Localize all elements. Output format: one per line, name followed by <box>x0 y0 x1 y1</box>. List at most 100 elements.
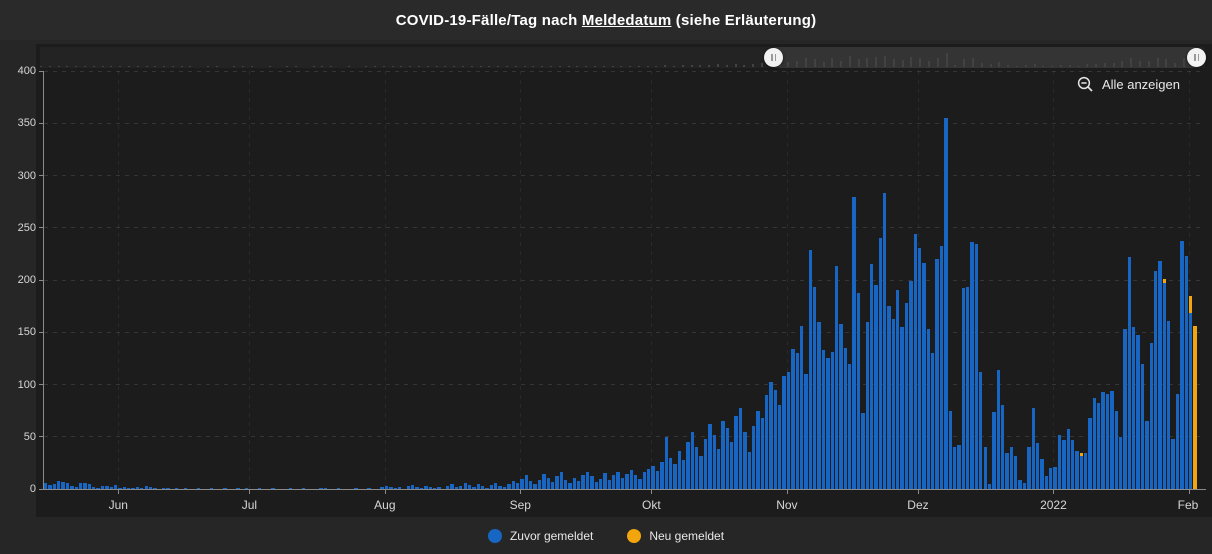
bar-day-151[interactable] <box>703 438 708 489</box>
bar-day-106[interactable] <box>507 483 511 489</box>
bar-day-199[interactable] <box>913 234 917 489</box>
bar-day-80[interactable] <box>393 487 397 489</box>
bar-day-99[interactable] <box>476 483 480 489</box>
bar-day-230[interactable] <box>1049 468 1053 489</box>
bar-day-120[interactable] <box>568 482 572 489</box>
bar-day-116[interactable] <box>550 481 555 489</box>
date-range-slider[interactable] <box>40 47 1207 68</box>
bar-day-86[interactable] <box>419 487 424 489</box>
bar-day-259[interactable] <box>1175 393 1180 489</box>
bar-day-12[interactable] <box>96 487 100 489</box>
bar-day-90[interactable] <box>437 486 441 489</box>
bar-day-240[interactable] <box>1092 398 1097 489</box>
bar-day-180[interactable] <box>830 352 834 489</box>
bar-day-111[interactable] <box>529 480 533 489</box>
bar-day-59[interactable] <box>301 487 306 489</box>
bar-day-64[interactable] <box>323 487 328 489</box>
bar-day-118[interactable] <box>559 472 563 489</box>
bar-day-8[interactable] <box>78 482 83 489</box>
bar-day-109[interactable] <box>520 478 524 489</box>
bar-day-114[interactable] <box>542 474 546 489</box>
bar-day-103[interactable] <box>494 482 498 489</box>
bar-day-173[interactable] <box>799 325 804 489</box>
bar-day-67[interactable] <box>336 487 341 489</box>
bar-day-172[interactable] <box>795 353 799 489</box>
bar-day-155[interactable] <box>721 421 725 489</box>
bar-day-250[interactable] <box>1136 335 1140 489</box>
bar-day-158[interactable] <box>734 415 738 489</box>
bar-day-83[interactable] <box>406 485 411 489</box>
bar-day-119[interactable] <box>564 479 568 489</box>
bar-chart-plot-area[interactable]: 0 50 100 150 200 250 300 350 400 Jun Jul Aug Sep Okt N… <box>18 65 1206 512</box>
bar-day-124[interactable] <box>585 472 590 489</box>
bar-day-204[interactable] <box>935 259 939 489</box>
bar-day-219[interactable] <box>1000 405 1005 489</box>
bar-day-41[interactable] <box>223 487 227 489</box>
bar-day-228[interactable] <box>1040 458 1044 489</box>
bar-day-101[interactable] <box>485 487 489 489</box>
bar-day-203[interactable] <box>931 353 935 489</box>
bar-day-242[interactable] <box>1101 391 1105 489</box>
bar-day-223[interactable] <box>1018 479 1022 489</box>
bar-day-147[interactable] <box>686 441 690 489</box>
bar-day-6[interactable] <box>70 485 74 489</box>
bar-day-126[interactable] <box>594 481 598 489</box>
bar-day-121[interactable] <box>572 477 577 489</box>
bar-day-196[interactable] <box>900 327 904 489</box>
bar-day-166[interactable] <box>769 382 773 489</box>
bar-day-112[interactable] <box>533 483 537 489</box>
bar-day-229[interactable] <box>1044 476 1049 489</box>
bar-day-194[interactable] <box>891 318 896 489</box>
bar-day-23[interactable] <box>144 485 148 489</box>
bar-day-170[interactable] <box>786 371 791 489</box>
bar-day-139[interactable] <box>651 466 655 489</box>
bar-day-220[interactable] <box>1005 453 1009 489</box>
bar-day-159[interactable] <box>738 407 743 489</box>
bar-day-190[interactable] <box>874 285 878 489</box>
bar-day-181[interactable] <box>834 266 839 489</box>
bar-day-133[interactable] <box>625 474 629 489</box>
bar-day-129[interactable] <box>607 479 612 489</box>
slider-left-handle[interactable] <box>764 48 784 67</box>
bar-day-191[interactable] <box>878 238 882 489</box>
bar-day-122[interactable] <box>577 480 581 489</box>
bar-day-145[interactable] <box>677 451 681 489</box>
bar-day-148[interactable] <box>690 431 695 489</box>
bar-day-107[interactable] <box>511 480 515 489</box>
bar-day-238[interactable] <box>1084 453 1088 489</box>
bar-day-16[interactable] <box>113 484 118 489</box>
bar-day-185[interactable] <box>852 197 856 489</box>
bar-day-200[interactable] <box>917 247 922 489</box>
bar-day-98[interactable] <box>472 486 476 489</box>
bar-day-149[interactable] <box>695 447 699 489</box>
bar-day-176[interactable] <box>813 287 817 489</box>
bar-day-138[interactable] <box>647 469 651 489</box>
bar-day-205[interactable] <box>939 245 944 489</box>
bar-day-18[interactable] <box>122 486 127 489</box>
bar-day-218[interactable] <box>996 369 1000 489</box>
bar-day-253[interactable] <box>1149 342 1153 489</box>
bar-day-213[interactable] <box>974 244 979 489</box>
bar-day-1[interactable] <box>48 484 52 489</box>
bar-day-244[interactable] <box>1110 390 1114 489</box>
show-all-button[interactable]: Alle anzeigen <box>1077 74 1180 94</box>
bar-day-202[interactable] <box>926 329 931 489</box>
bar-day-93[interactable] <box>450 483 454 489</box>
bar-day-19[interactable] <box>127 487 131 489</box>
bar-day-197[interactable] <box>904 303 909 489</box>
bar-day-105[interactable] <box>502 486 507 489</box>
bar-day-246[interactable] <box>1118 436 1123 489</box>
bar-day-130[interactable] <box>612 475 616 489</box>
bar-day-175[interactable] <box>808 249 813 489</box>
bar-day-212[interactable] <box>970 242 974 489</box>
bar-day-17[interactable] <box>118 487 122 489</box>
bar-day-96[interactable] <box>463 482 467 489</box>
bar-day-177[interactable] <box>817 321 821 489</box>
bar-day-14[interactable] <box>105 485 109 489</box>
bar-day-92[interactable] <box>446 485 450 489</box>
bar-day-63[interactable] <box>319 487 323 489</box>
bar-day-211[interactable] <box>966 287 970 489</box>
bar-day-20[interactable] <box>131 487 135 489</box>
bar-day-88[interactable] <box>428 486 432 489</box>
bar-day-241[interactable] <box>1097 403 1101 489</box>
